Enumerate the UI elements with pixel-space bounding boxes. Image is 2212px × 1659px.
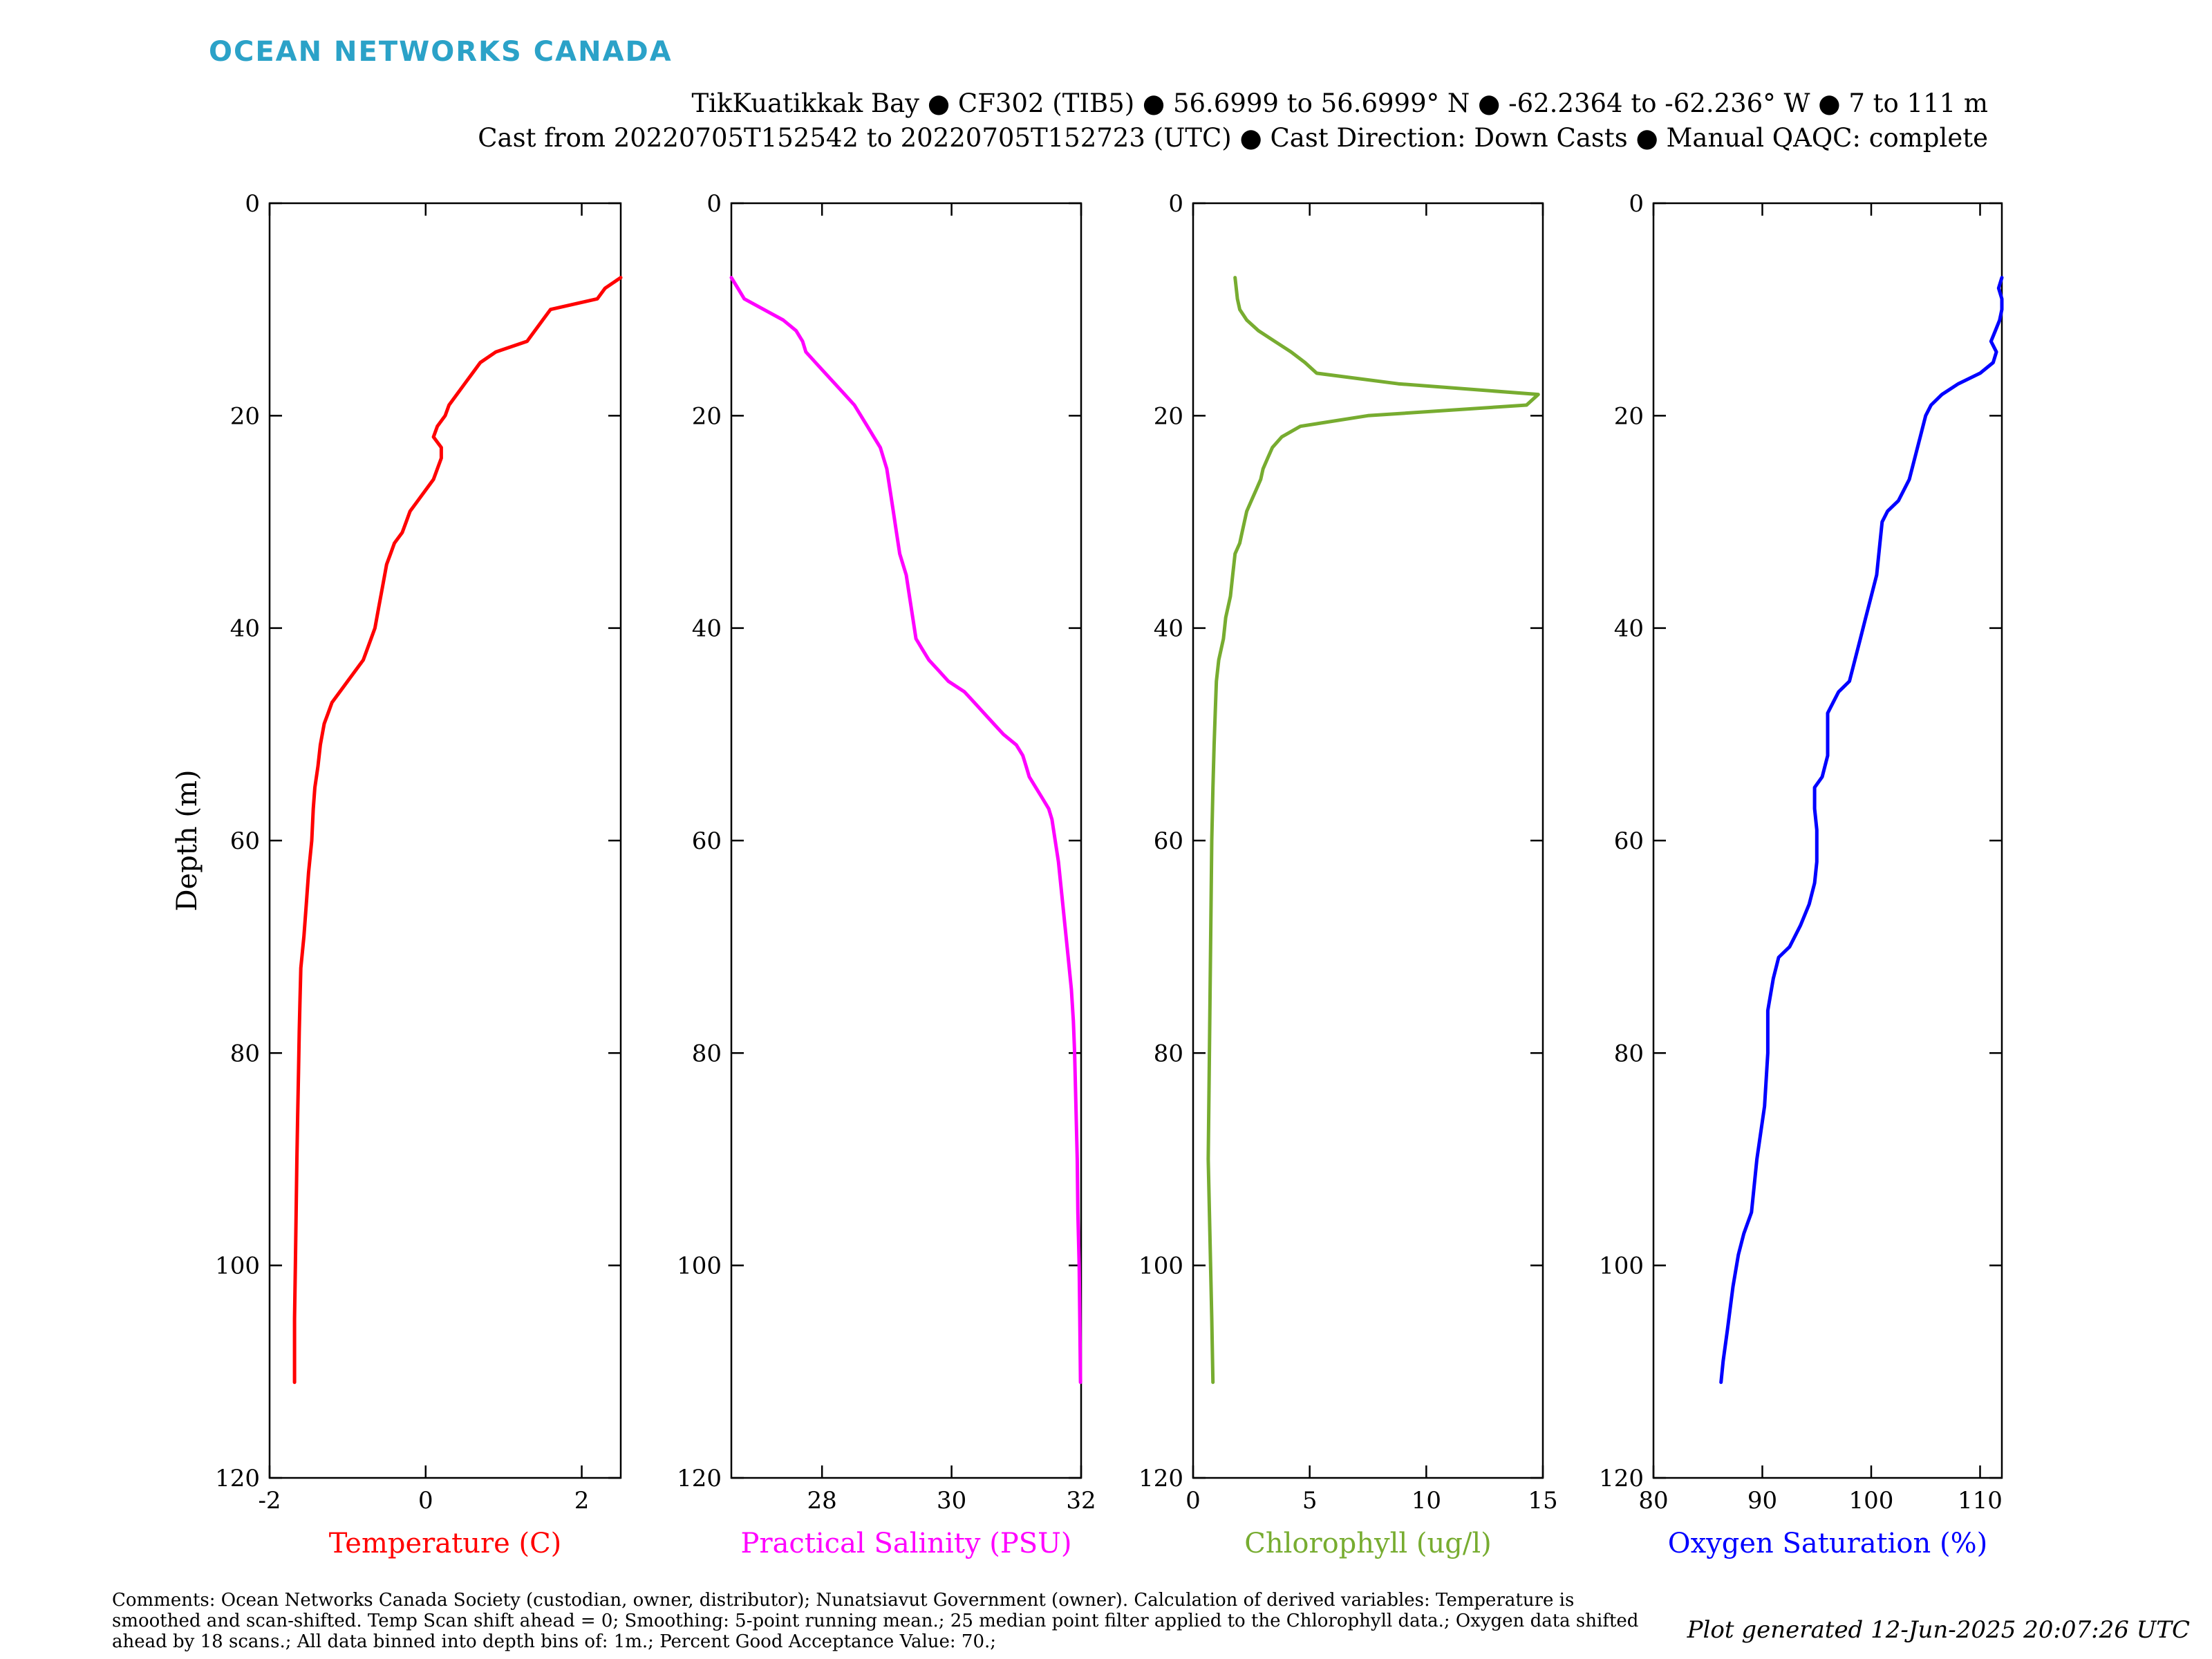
y-tick-label: 120 — [1599, 1465, 1644, 1492]
x-axis-label: Temperature (C) — [329, 1528, 562, 1559]
series-line — [1719, 276, 2004, 1385]
y-tick-label: 0 — [1629, 190, 1644, 218]
y-tick-label: 20 — [692, 402, 722, 430]
y-tick-label: 100 — [677, 1253, 722, 1280]
axes-box — [1192, 202, 1544, 1479]
y-tick-label: 100 — [1599, 1253, 1644, 1280]
y-tick-label: 60 — [1614, 827, 1644, 855]
series-line — [1206, 276, 1540, 1385]
x-tick-label: 28 — [807, 1487, 837, 1515]
x-axis-label: Practical Salinity (PSU) — [741, 1528, 1072, 1559]
comments-text: Comments: Ocean Networks Canada Society … — [112, 1590, 1639, 1652]
x-tick-label: 110 — [1958, 1487, 2003, 1515]
y-tick-label: 60 — [1154, 827, 1183, 855]
axes-box — [268, 202, 622, 1479]
y-axis-label: Depth (m) — [171, 769, 203, 911]
y-tick-label: 80 — [692, 1040, 722, 1067]
series-line — [729, 276, 1082, 1385]
y-tick-label: 40 — [1154, 615, 1183, 643]
axes-box — [730, 202, 1082, 1479]
x-tick-label: 0 — [1185, 1487, 1201, 1515]
y-tick-label: 80 — [1154, 1040, 1183, 1067]
brand-logo: OCEAN NETWORKS CANADA — [209, 36, 673, 68]
x-tick-label: 5 — [1302, 1487, 1318, 1515]
plot-generated-timestamp: Plot generated 12-Jun-2025 20:07:26 UTC — [1687, 1616, 2190, 1644]
x-axis-label: Oxygen Saturation (%) — [1668, 1528, 1987, 1559]
chart-title-line-2: Cast from 20220705T152542 to 20220705T15… — [478, 123, 1988, 153]
series-line — [292, 276, 623, 1385]
x-tick-label: 100 — [1849, 1487, 1894, 1515]
y-tick-label: 0 — [245, 190, 260, 218]
y-tick-label: 40 — [1614, 615, 1644, 643]
x-tick-label: 80 — [1638, 1487, 1668, 1515]
chart-title-line-1: TikKuatikkak Bay ● CF302 (TIB5) ● 56.699… — [691, 88, 1989, 118]
x-tick-label: 10 — [1412, 1487, 1441, 1515]
y-tick-label: 20 — [1614, 402, 1644, 430]
x-axis-label: Chlorophyll (ug/l) — [1244, 1528, 1492, 1559]
x-tick-label: -2 — [258, 1487, 281, 1515]
x-tick-label: 2 — [574, 1487, 590, 1515]
y-tick-label: 120 — [215, 1465, 260, 1492]
y-tick-label: 100 — [215, 1253, 260, 1280]
y-tick-label: 40 — [692, 615, 722, 643]
x-tick-label: 30 — [937, 1487, 966, 1515]
y-tick-label: 20 — [1154, 402, 1183, 430]
y-tick-label: 80 — [230, 1040, 260, 1067]
x-tick-label: 0 — [418, 1487, 433, 1515]
y-tick-label: 0 — [706, 190, 722, 218]
y-tick-label: 60 — [692, 827, 722, 855]
y-tick-label: 20 — [230, 402, 260, 430]
y-tick-label: 0 — [1168, 190, 1183, 218]
y-tick-label: 100 — [1138, 1253, 1183, 1280]
y-tick-label: 80 — [1614, 1040, 1644, 1067]
y-tick-label: 120 — [677, 1465, 722, 1492]
axes-box — [1652, 202, 2003, 1479]
x-tick-label: 90 — [1747, 1487, 1777, 1515]
x-tick-label: 32 — [1066, 1487, 1096, 1515]
x-tick-label: 15 — [1528, 1487, 1557, 1515]
y-tick-label: 120 — [1138, 1465, 1183, 1492]
y-tick-label: 40 — [230, 615, 260, 643]
y-tick-label: 60 — [230, 827, 260, 855]
